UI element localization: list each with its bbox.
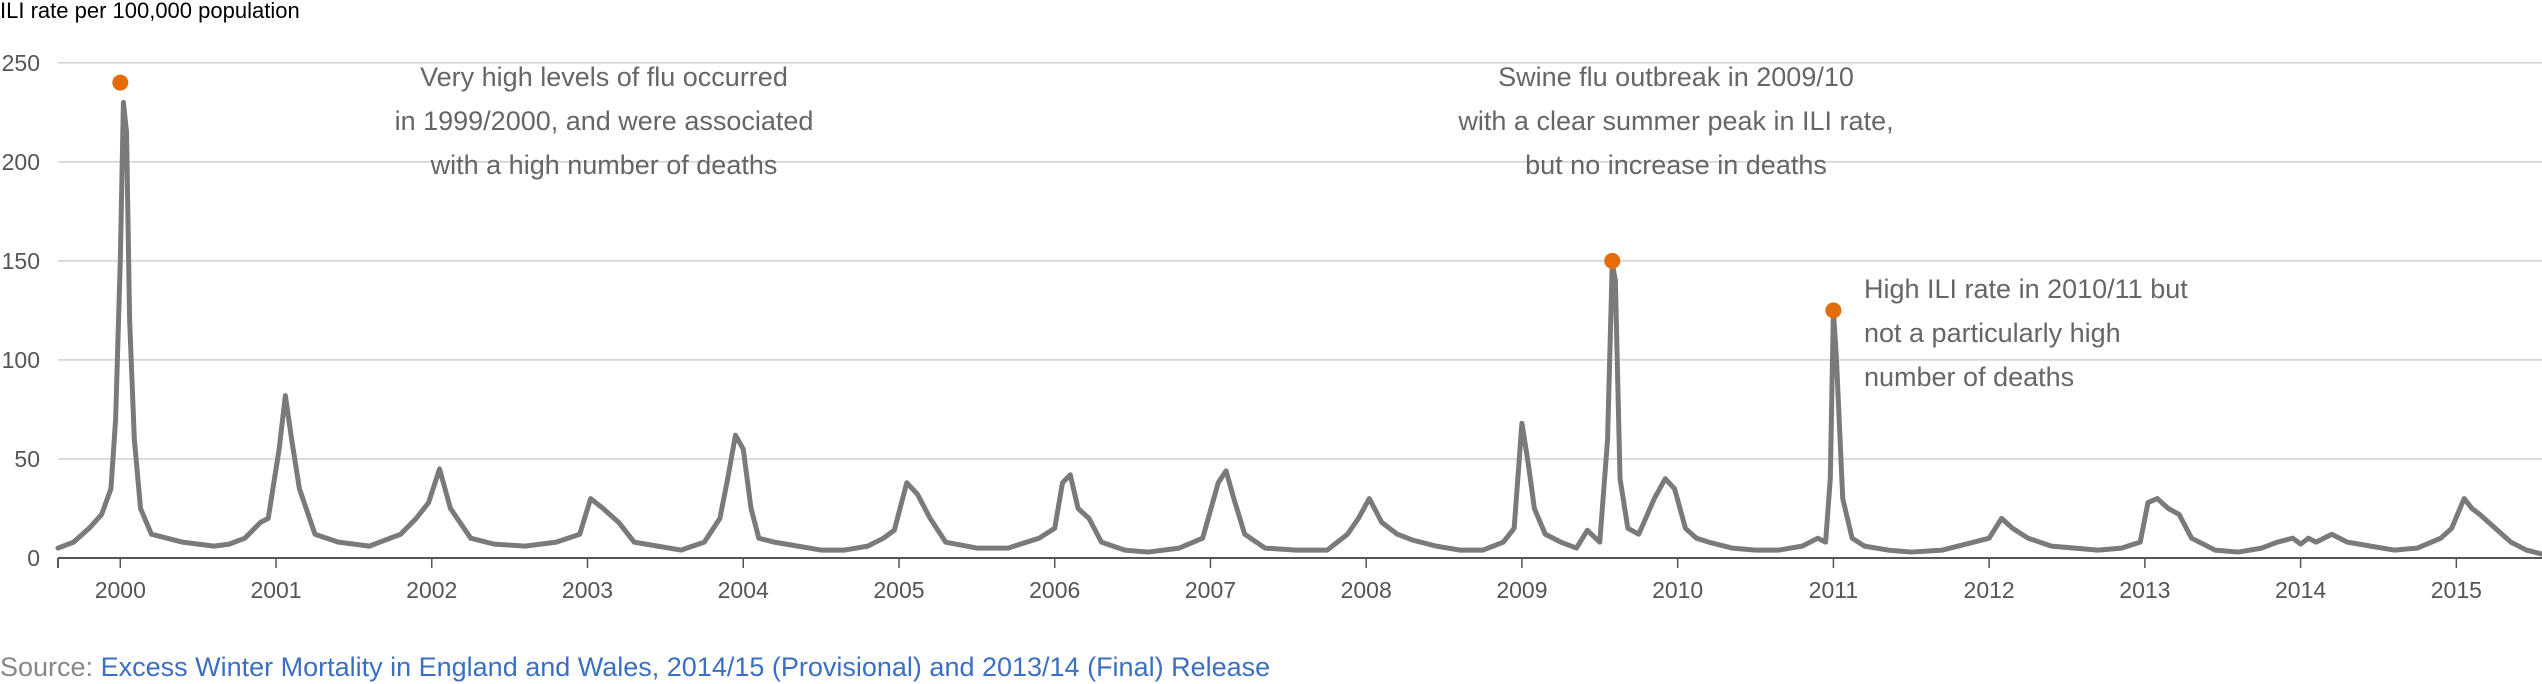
annotation-3: High ILI rate in 2010/11 but not a partic…: [1864, 274, 2188, 392]
ili-rate-line: [55, 99, 2542, 557]
source-link[interactable]: Excess Winter Mortality in England and W…: [100, 652, 1271, 682]
annotation-line: Swine flu outbreak in 2009/10: [1498, 62, 1854, 92]
y-axis-ticks: 0 50 100 150 200 250: [2, 50, 40, 571]
source-line: Source: Excess Winter Mortality in Engla…: [0, 650, 1270, 684]
series-group: [55, 99, 2542, 557]
y-axis-label: ILI rate per 100,000 population: [0, 0, 300, 23]
peak-marker-1: [112, 74, 129, 91]
annotation-line: High ILI rate in 2010/11 but: [1864, 274, 2188, 304]
x-tick-label: 2012: [1964, 577, 2015, 603]
peak-marker-3: [1825, 302, 1842, 319]
y-tick-label: 50: [14, 446, 40, 472]
x-axis: 2000 2001 2002 2003 2004 2005 2006 2007 2008 2009…: [57, 557, 2542, 603]
annotations: Very high levels of flu occurred in 1999/…: [395, 62, 2189, 392]
x-tick-label: 2004: [718, 577, 769, 603]
x-tick-label: 2013: [2119, 577, 2170, 603]
y-tick-label: 200: [2, 149, 40, 175]
peak-marker-2: [1604, 252, 1621, 269]
annotation-line: with a clear summer peak in ILI rate,: [1457, 106, 1893, 136]
annotation-line: not a particularly high: [1864, 318, 2121, 348]
annotation-2: Swine flu outbreak in 2009/10 with a clea…: [1457, 62, 1893, 180]
grid-lines: [58, 62, 2542, 460]
x-tick-label: 2000: [95, 577, 146, 603]
x-tick-label: 2010: [1652, 577, 1703, 603]
x-tick-label: 2014: [2275, 577, 2326, 603]
y-tick-label: 100: [2, 347, 40, 373]
ili-rate-chart: 0 50 100 150 200 250 ILI rate per 100,000 pop…: [0, 0, 2542, 603]
x-tick-label: 2007: [1185, 577, 1236, 603]
x-tick-label: 2009: [1496, 577, 1547, 603]
annotation-line: Very high levels of flu occurred: [420, 62, 788, 92]
source-label: Source:: [0, 652, 101, 682]
x-tick-label: 2005: [873, 577, 924, 603]
x-tick-label: 2011: [1809, 577, 1858, 603]
y-tick-label: 0: [27, 545, 40, 571]
annotation-line: with a high number of deaths: [430, 150, 778, 180]
annotation-line: but no increase in deaths: [1525, 150, 1827, 180]
annotation-1: Very high levels of flu occurred in 1999/…: [395, 62, 814, 180]
x-tick-label: 2008: [1341, 577, 1392, 603]
y-tick-label: 250: [2, 50, 40, 76]
x-tick-label: 2001: [250, 577, 301, 603]
x-tick-label: 2006: [1029, 577, 1080, 603]
x-tick-label: 2002: [406, 577, 457, 603]
highlight-markers: [112, 74, 1842, 319]
x-tick-label: 2015: [2431, 577, 2482, 603]
annotation-line: in 1999/2000, and were associated: [395, 106, 814, 136]
x-tick-label: 2003: [562, 577, 613, 603]
y-tick-label: 150: [2, 248, 40, 274]
annotation-line: number of deaths: [1864, 362, 2074, 392]
